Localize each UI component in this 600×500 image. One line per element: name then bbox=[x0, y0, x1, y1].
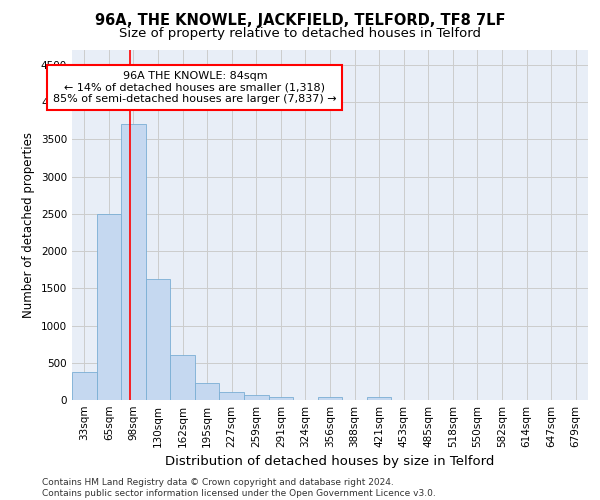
Bar bbox=[195, 383, 220, 400]
Bar bbox=[97, 214, 121, 400]
Text: Contains HM Land Registry data © Crown copyright and database right 2024.
Contai: Contains HM Land Registry data © Crown c… bbox=[42, 478, 436, 498]
Bar bbox=[244, 395, 269, 400]
X-axis label: Distribution of detached houses by size in Telford: Distribution of detached houses by size … bbox=[166, 456, 494, 468]
Y-axis label: Number of detached properties: Number of detached properties bbox=[22, 132, 35, 318]
Bar bbox=[146, 278, 170, 400]
Bar bbox=[121, 124, 146, 400]
Text: 96A THE KNOWLE: 84sqm
← 14% of detached houses are smaller (1,318)
85% of semi-d: 96A THE KNOWLE: 84sqm ← 14% of detached … bbox=[53, 71, 337, 104]
Bar bbox=[170, 356, 195, 400]
Text: Size of property relative to detached houses in Telford: Size of property relative to detached ho… bbox=[119, 28, 481, 40]
Bar bbox=[220, 392, 244, 400]
Bar bbox=[269, 397, 293, 400]
Text: 96A, THE KNOWLE, JACKFIELD, TELFORD, TF8 7LF: 96A, THE KNOWLE, JACKFIELD, TELFORD, TF8… bbox=[95, 12, 505, 28]
Bar bbox=[367, 397, 391, 400]
Bar bbox=[318, 397, 342, 400]
Bar bbox=[72, 372, 97, 400]
